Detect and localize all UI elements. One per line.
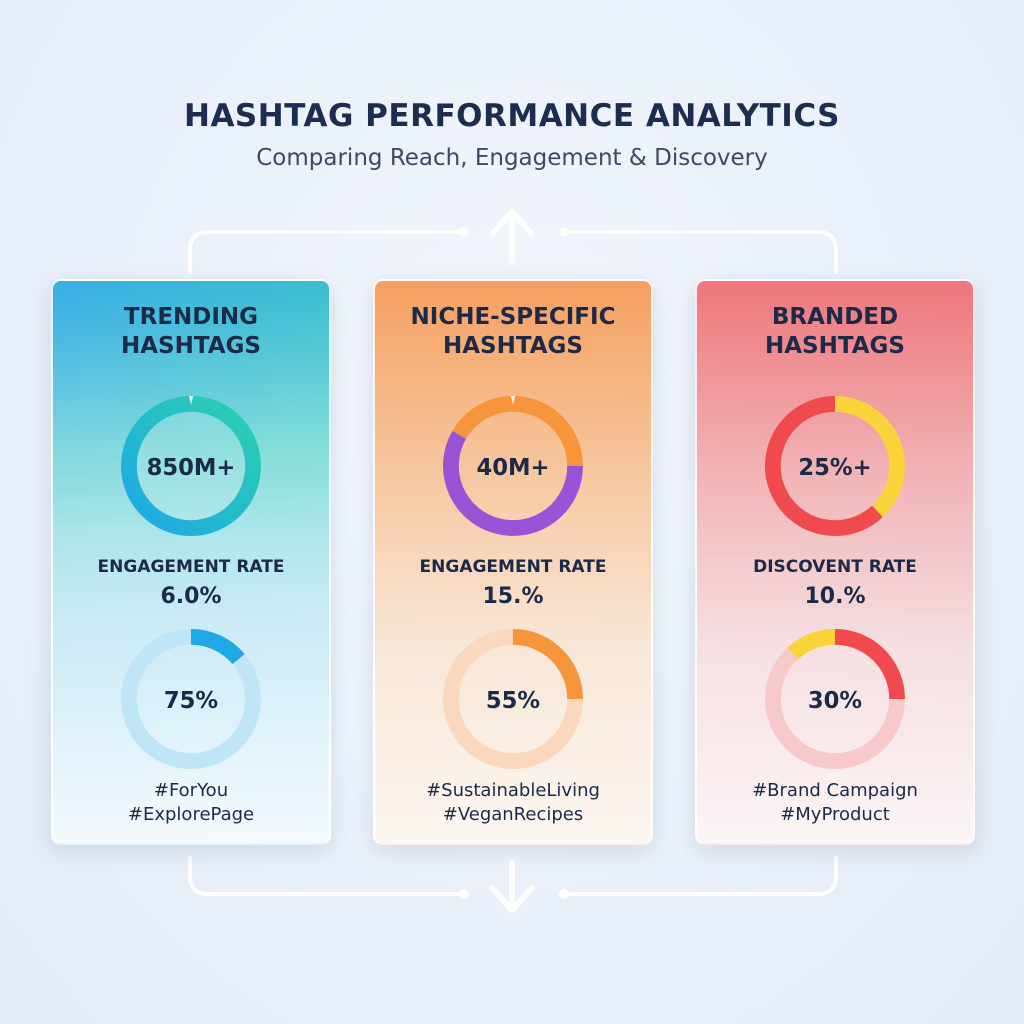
card-niche-specific: NICHE-SPECIFIC HASHTAGS 40M+ ENGAGEMENT R… xyxy=(373,279,653,845)
ring-gap-marker xyxy=(189,396,193,405)
page-title: HASHTAG PERFORMANCE ANALYTICS xyxy=(184,98,840,134)
ring-arc-purple xyxy=(443,431,583,536)
ring-value: 25%+ xyxy=(798,455,871,481)
ring-inner xyxy=(136,411,246,521)
ring-arc-orange xyxy=(452,396,514,440)
ring-track xyxy=(121,629,261,769)
ring-gap-marker xyxy=(511,396,515,405)
ring-value: 30% xyxy=(808,688,862,714)
card-branded: BRANDED HASHTAGS 25%+ DISCOVENT RATE 10.%… xyxy=(695,279,975,845)
ring-arc-red xyxy=(834,629,905,700)
connector-dot xyxy=(459,227,469,237)
ring-arc-red xyxy=(764,396,883,536)
hashtag: #ForYou xyxy=(153,780,229,801)
hashtag: #MyProduct xyxy=(780,804,890,825)
down-arrow-icon xyxy=(489,859,535,913)
hashtag: #VeganRecipes xyxy=(442,804,584,825)
ring-value: 850M+ xyxy=(147,455,236,481)
connector-dot xyxy=(559,889,569,899)
up-arrow-icon xyxy=(489,209,535,265)
ring-arc-yellow xyxy=(834,396,905,518)
reach-ring: 850M+ xyxy=(121,396,261,536)
ring-value: 55% xyxy=(486,688,540,714)
hashtag: #Brand Campaign xyxy=(752,780,918,801)
ring-arc-yellow xyxy=(787,629,836,660)
reach-ring: 25%+ xyxy=(764,396,905,536)
bottom-right-connector xyxy=(564,856,838,896)
bottom-left-connector xyxy=(188,856,464,896)
ring-arc xyxy=(512,629,583,700)
metric-value: 15.% xyxy=(482,584,544,609)
top-right-connector xyxy=(564,230,838,274)
card-trending: TRENDING HASHTAGS 850M+ ENGAGEMENT RATE 6… xyxy=(51,279,331,845)
ring-arc xyxy=(190,629,245,665)
reach-ring: 40M+ xyxy=(443,396,583,536)
ring-arc-orange xyxy=(512,396,583,467)
page-subtitle: Comparing Reach, Engagement & Discovery xyxy=(256,145,768,171)
ring-value: 75% xyxy=(164,688,218,714)
share-ring: 30% xyxy=(765,629,905,769)
metric-label: ENGAGEMENT RATE xyxy=(97,557,285,577)
metric-label: DISCOVENT RATE xyxy=(753,557,917,577)
metric-value: 6.0% xyxy=(160,584,222,609)
card-title: NICHE-SPECIFIC HASHTAGS xyxy=(410,304,616,359)
connector-dot xyxy=(459,889,469,899)
card-title: BRANDED HASHTAGS xyxy=(764,304,905,359)
share-ring: 75% xyxy=(121,629,261,769)
hashtag-list: #Brand Campaign #MyProduct xyxy=(697,779,973,827)
card-title: TRENDING HASHTAGS xyxy=(120,304,261,359)
hashtag: #ExplorePage xyxy=(127,804,255,825)
connector-dot xyxy=(559,227,569,237)
hashtag-list: #SustainableLiving #VeganRecipes xyxy=(375,779,651,827)
top-left-connector xyxy=(188,230,464,274)
hashtag-list: #ForYou #ExplorePage xyxy=(53,779,329,827)
metric-value: 10.% xyxy=(804,584,866,609)
ring-value: 40M+ xyxy=(476,455,549,481)
metric-label: ENGAGEMENT RATE xyxy=(419,557,607,577)
share-ring: 55% xyxy=(443,629,583,769)
hashtag: #SustainableLiving xyxy=(426,780,600,801)
